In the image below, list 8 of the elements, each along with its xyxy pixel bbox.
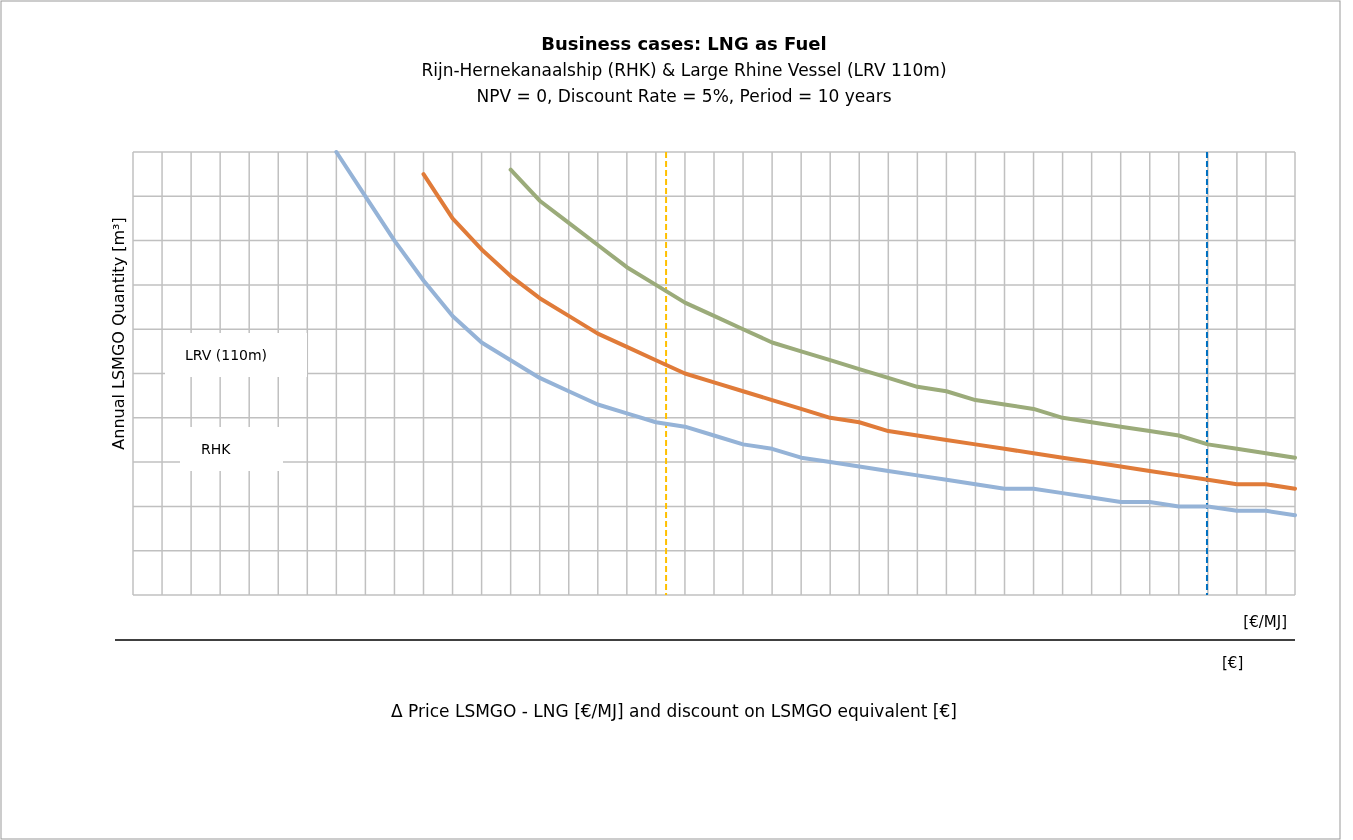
chart-title: Business cases: LNG as Fuel xyxy=(541,33,827,54)
text: [€/MJ] xyxy=(1243,613,1287,631)
annotation: LRV (110m) xyxy=(185,347,268,363)
y-axis-title: Annual LSMGO Quantity [m³] xyxy=(109,217,128,450)
text: Δ Price LSMGO - LNG [€/MJ] and discount on LSMGO equivalent [€] xyxy=(391,701,957,721)
annotation: RHK xyxy=(201,441,232,457)
text: [€] xyxy=(1222,654,1244,672)
chart-subtitle: Rijn-Hernekanaalship (RHK) & Large Rhine Vessel (LRV 110m) NPV = 0, Discount Rate = 5%, Period = 10 years xyxy=(421,60,947,106)
